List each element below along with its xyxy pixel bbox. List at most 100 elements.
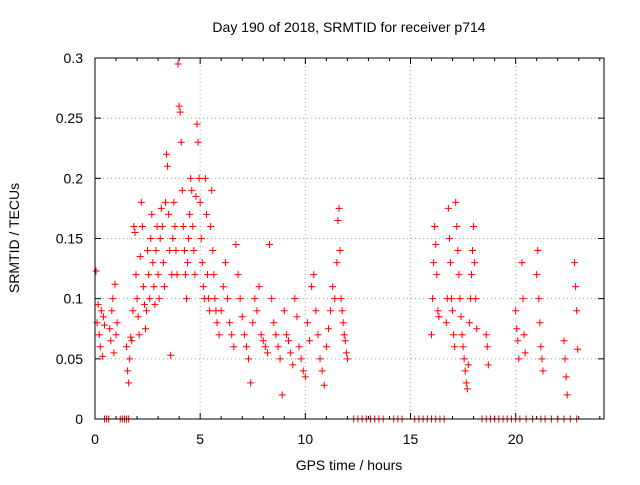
data-point xyxy=(442,319,450,327)
data-point xyxy=(465,319,473,327)
data-point xyxy=(126,355,134,363)
data-point xyxy=(129,307,137,315)
data-point xyxy=(177,138,185,146)
data-point xyxy=(457,313,465,321)
data-point xyxy=(572,283,580,291)
data-point xyxy=(263,349,271,357)
data-point xyxy=(539,367,547,375)
data-point xyxy=(240,331,248,339)
data-point xyxy=(187,174,195,182)
y-tick-label: 0.25 xyxy=(56,110,83,126)
data-point xyxy=(146,295,154,303)
data-point xyxy=(341,337,349,345)
data-point xyxy=(149,259,157,267)
data-point xyxy=(180,247,188,255)
data-point xyxy=(473,325,481,333)
data-point xyxy=(514,337,522,345)
data-point xyxy=(446,259,454,267)
data-point xyxy=(461,367,469,375)
data-point xyxy=(160,283,168,291)
data-point xyxy=(140,301,148,309)
data-point xyxy=(303,319,311,327)
data-point xyxy=(536,319,544,327)
data-point xyxy=(266,241,274,249)
data-point xyxy=(147,235,155,242)
data-point xyxy=(107,337,115,345)
data-point xyxy=(123,343,131,351)
y-tick-label: 0.1 xyxy=(64,291,84,307)
data-point xyxy=(211,295,219,303)
x-tick-label: 15 xyxy=(403,431,419,447)
data-point xyxy=(139,283,147,291)
data-point xyxy=(245,355,253,363)
data-point xyxy=(174,60,182,68)
data-point xyxy=(128,337,136,345)
data-points xyxy=(92,60,582,423)
data-point xyxy=(112,331,120,339)
data-point xyxy=(238,313,246,321)
data-point xyxy=(483,343,491,351)
data-point xyxy=(324,325,332,333)
data-point xyxy=(165,210,173,218)
y-axis-label: SRMTID / TECUs xyxy=(6,183,22,293)
data-point xyxy=(469,247,477,255)
y-tick-label: 0.15 xyxy=(56,231,83,247)
x-tick-label: 10 xyxy=(298,431,314,447)
data-point xyxy=(148,210,156,218)
data-point xyxy=(287,349,295,357)
data-point xyxy=(131,228,139,236)
data-point xyxy=(312,307,320,315)
data-point xyxy=(92,267,100,275)
data-point xyxy=(181,271,189,279)
data-point xyxy=(343,355,351,363)
data-point xyxy=(152,247,160,255)
data-point xyxy=(453,222,461,230)
data-point xyxy=(144,247,152,255)
data-point xyxy=(272,331,280,339)
data-point xyxy=(161,198,169,206)
data-point xyxy=(306,337,314,345)
data-point xyxy=(431,222,439,230)
data-point xyxy=(329,283,337,291)
data-point xyxy=(170,198,178,206)
data-point xyxy=(159,259,167,267)
data-point xyxy=(184,259,192,267)
data-point xyxy=(339,319,347,327)
data-point xyxy=(331,295,339,303)
data-point xyxy=(188,186,196,194)
data-point xyxy=(515,355,523,363)
data-point xyxy=(533,271,541,279)
data-point xyxy=(253,307,261,315)
data-point xyxy=(198,259,206,267)
data-point xyxy=(333,259,341,267)
data-point xyxy=(255,283,263,291)
data-point xyxy=(282,331,290,339)
data-point xyxy=(145,271,153,279)
data-point xyxy=(207,222,215,230)
data-point xyxy=(154,271,162,279)
data-point xyxy=(454,247,462,255)
data-point xyxy=(172,247,180,255)
data-point xyxy=(94,301,102,309)
data-point xyxy=(322,343,330,351)
data-point xyxy=(521,349,529,357)
plot-frame xyxy=(94,57,605,420)
data-point xyxy=(433,271,441,279)
data-point xyxy=(459,343,467,351)
data-point xyxy=(171,222,179,230)
y-tick-label: 0.05 xyxy=(56,351,83,367)
data-point xyxy=(194,138,202,146)
data-point xyxy=(337,295,345,303)
data-point xyxy=(186,210,194,218)
data-point xyxy=(301,373,309,381)
x-axis-label: GPS time / hours xyxy=(296,457,403,473)
data-point xyxy=(130,222,138,230)
data-point xyxy=(247,379,255,387)
data-point xyxy=(151,301,159,309)
data-point xyxy=(173,271,181,279)
data-point xyxy=(192,192,200,200)
data-point xyxy=(197,235,205,242)
data-point xyxy=(434,307,442,315)
